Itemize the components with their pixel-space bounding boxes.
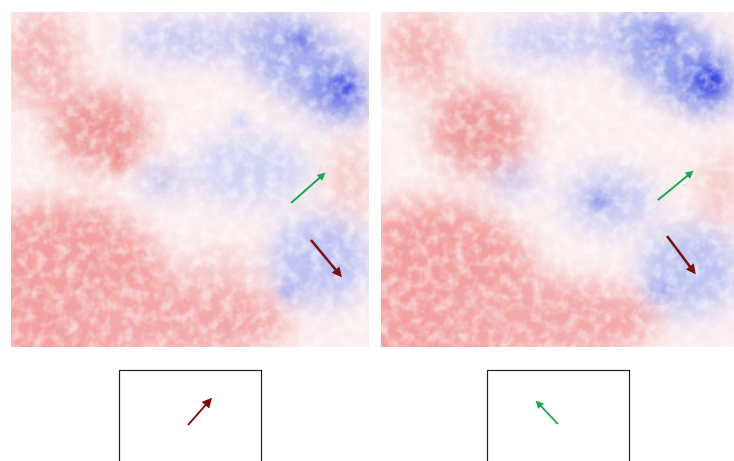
arrow-red bbox=[666, 235, 696, 275]
direction-box bbox=[118, 369, 263, 461]
arrow-green bbox=[657, 170, 694, 201]
arrow-red bbox=[310, 239, 342, 278]
arrow-green bbox=[535, 400, 559, 425]
arrow-red bbox=[187, 397, 212, 426]
heatmap-left bbox=[11, 12, 369, 347]
direction-box bbox=[486, 369, 631, 461]
arrow-green bbox=[290, 172, 326, 204]
heatmap-right bbox=[381, 12, 734, 347]
